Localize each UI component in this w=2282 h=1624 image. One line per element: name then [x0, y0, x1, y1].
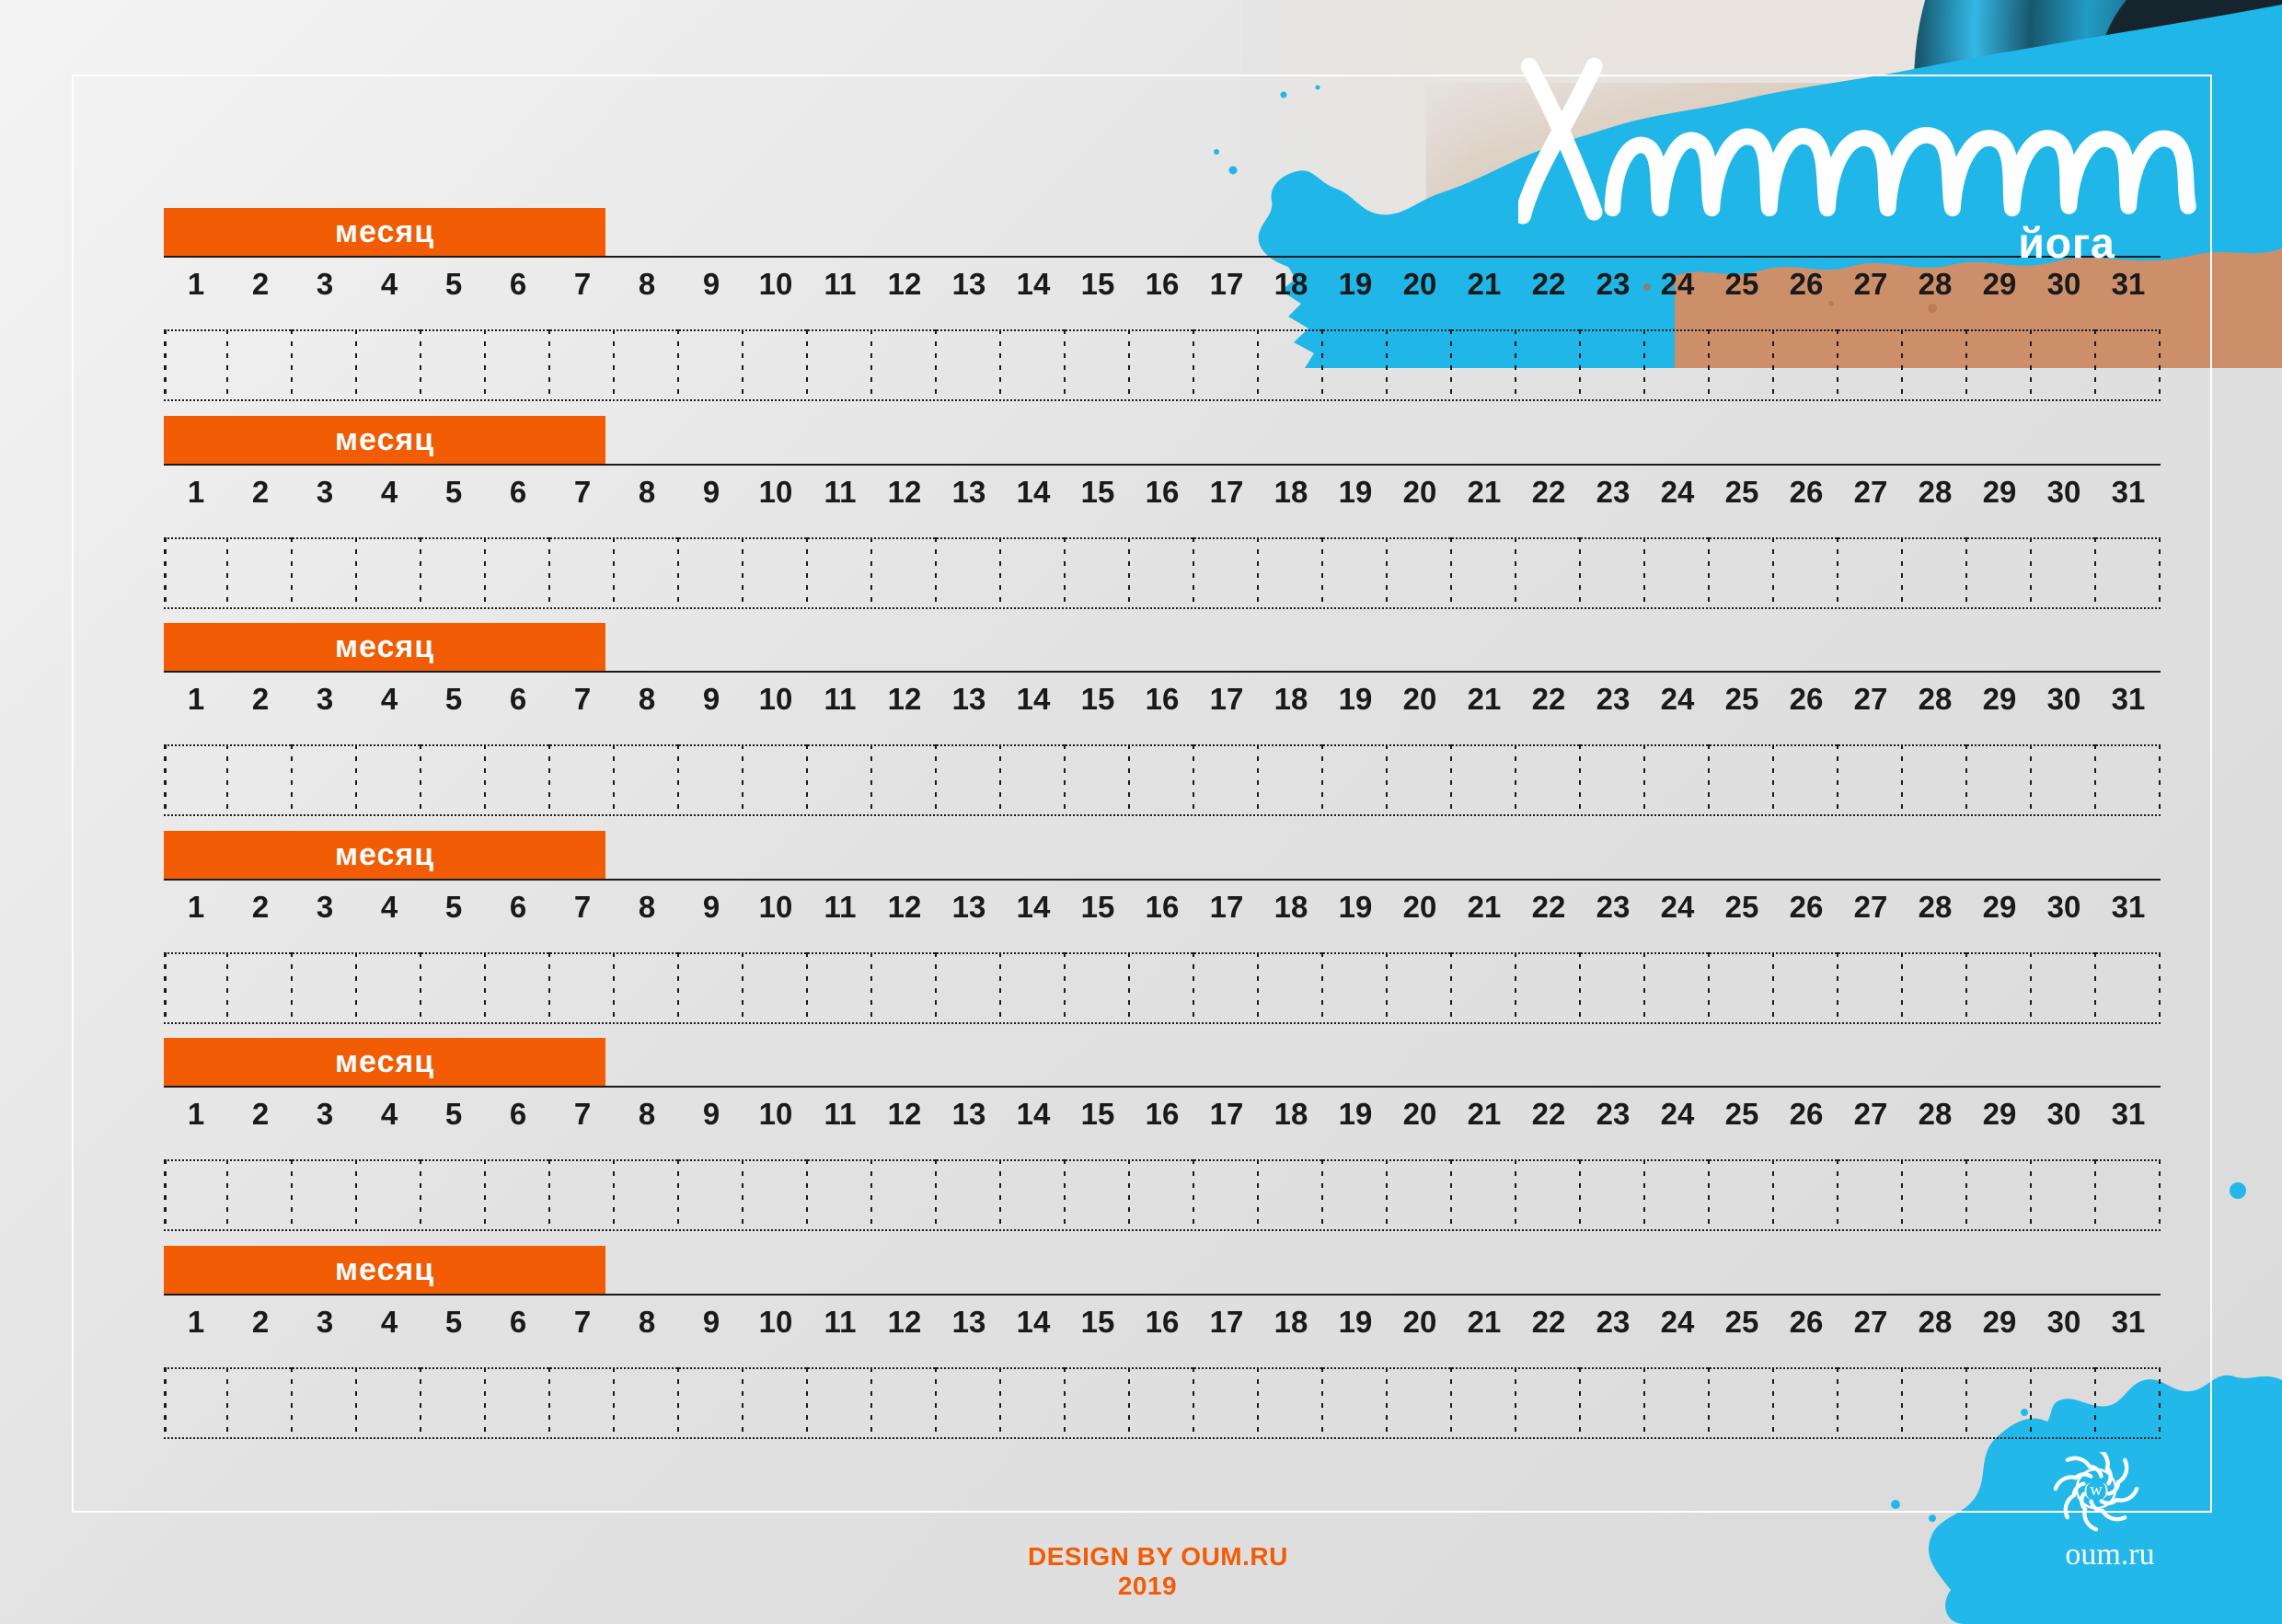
- svg-text:йога: йога: [2018, 219, 2115, 267]
